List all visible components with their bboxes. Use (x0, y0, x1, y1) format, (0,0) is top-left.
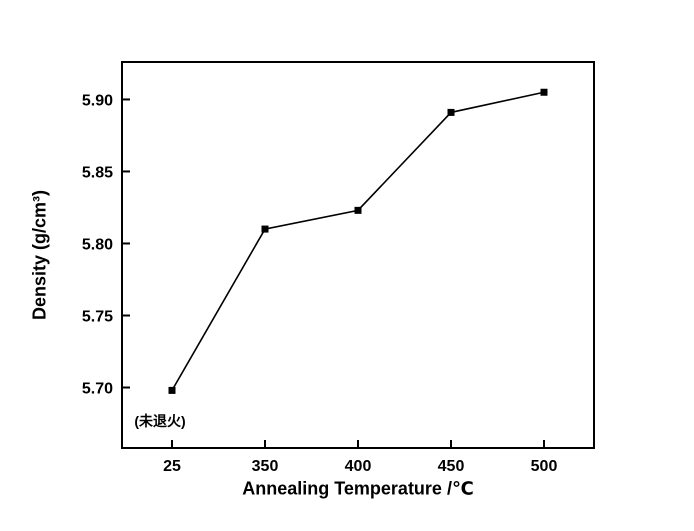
y-tick-label: 5.70 (82, 381, 113, 398)
data-point-marker (168, 386, 176, 394)
x-tick-label: 450 (438, 458, 465, 475)
x-tick-label: 350 (252, 458, 279, 475)
x-tick-label: 25 (163, 458, 181, 475)
x-tick-label: 400 (345, 458, 372, 475)
data-point-marker (354, 206, 362, 214)
x-axis-title: Annealing Temperature /℃ (242, 478, 474, 499)
y-tick-label: 5.85 (82, 164, 113, 181)
data-point-marker (261, 225, 269, 233)
y-tick-label: 5.75 (82, 308, 113, 325)
unannealed-annotation: (未退火) (134, 413, 186, 429)
data-point-marker (540, 88, 548, 96)
y-tick-label: 5.90 (82, 92, 113, 109)
data-point-marker (447, 108, 455, 116)
plot-frame (121, 61, 595, 449)
y-tick-label: 5.80 (82, 236, 113, 253)
x-tick-label: 500 (531, 458, 558, 475)
y-axis-title: Density (g/cm³) (29, 189, 50, 321)
